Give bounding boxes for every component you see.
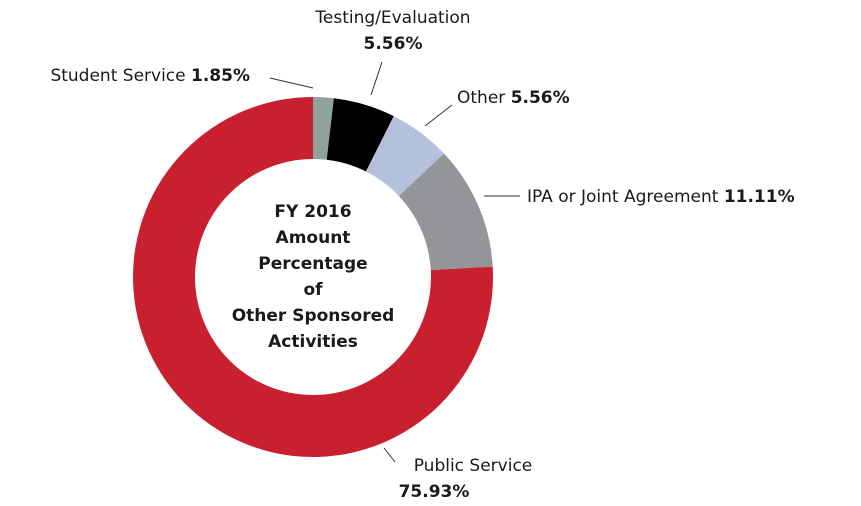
center-title: Other Sponsored — [232, 306, 395, 326]
leader-line — [383, 447, 396, 463]
center-title: Activities — [268, 332, 358, 352]
leader-line — [370, 61, 383, 96]
value-label: 5.56% — [511, 88, 570, 108]
center-title: Percentage — [258, 254, 367, 274]
value-label: 1.85% — [191, 66, 250, 86]
value-label: 11.11% — [724, 187, 795, 207]
slice-label: Student Service 1.85% — [50, 66, 250, 86]
slice-label: Other 5.56% — [457, 88, 570, 108]
category-name: Other — [457, 88, 505, 108]
donut-slice — [133, 97, 494, 458]
center-title: of — [303, 280, 323, 300]
leader-line — [269, 77, 314, 89]
leader-line — [424, 104, 453, 127]
category-name: Student Service — [50, 66, 185, 86]
donut-slice — [326, 98, 394, 172]
category-name: Testing/Evaluation — [314, 8, 470, 28]
donut-slice — [313, 97, 334, 160]
center-title: Amount — [276, 228, 351, 248]
center-title: FY 2016 — [274, 202, 351, 222]
slice-label: IPA or Joint Agreement 11.11% — [527, 187, 795, 207]
value-label: 5.56% — [364, 34, 423, 54]
category-name: Public Service — [414, 456, 533, 476]
value-label: 75.93% — [399, 482, 470, 502]
category-name: IPA or Joint Agreement — [527, 187, 719, 207]
donut-slice — [365, 116, 444, 197]
donut-slice — [398, 153, 493, 271]
